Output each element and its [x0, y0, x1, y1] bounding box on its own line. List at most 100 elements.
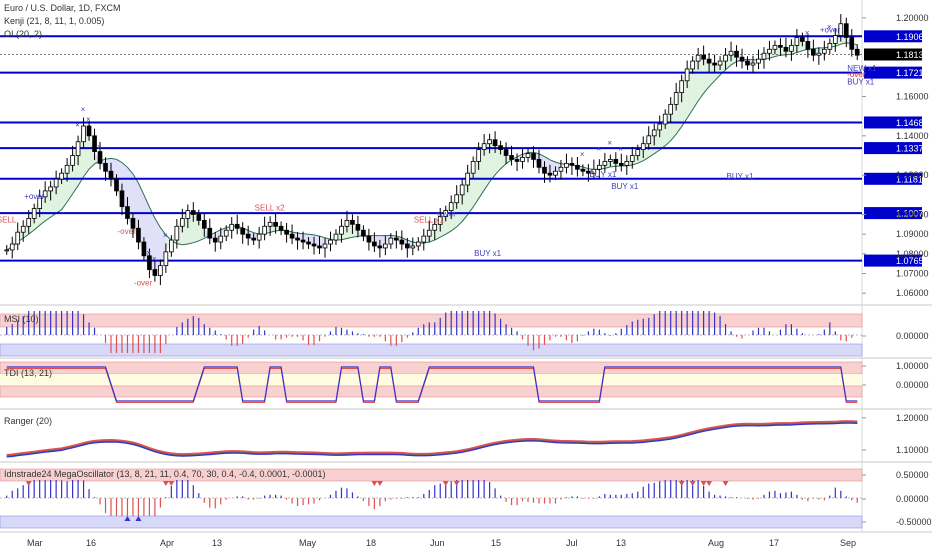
time-tick-label: Apr	[160, 538, 174, 548]
candle-body	[421, 235, 427, 243]
candle-body	[531, 153, 536, 160]
candle-body	[668, 103, 674, 115]
candle-body	[240, 227, 246, 235]
price-panel[interactable]: 1.19061 1.17214 1.14680 1.13376 1.11815 1.100…	[0, 13, 929, 298]
candle-body	[372, 241, 377, 247]
sub-tick-label: -0.50000	[896, 517, 932, 527]
candle-body	[657, 123, 663, 131]
signal-label: -over	[134, 278, 153, 287]
kenji-band-segment	[385, 235, 391, 244]
ranger-band-line	[6, 420, 858, 456]
signal-label: BUY x1	[474, 249, 502, 258]
candle-body	[20, 225, 26, 233]
candle-body	[328, 239, 333, 245]
kenji-band-segment	[484, 139, 490, 191]
candle-body	[465, 172, 470, 186]
candle-body	[201, 219, 207, 229]
candle-body	[459, 184, 465, 196]
overbought-marker	[162, 481, 169, 486]
kenji-band-segment	[319, 236, 325, 248]
candle-body	[640, 143, 646, 150]
current-price-label: 1.18136	[896, 50, 929, 60]
candle-body	[849, 37, 855, 50]
sub-tick-label: 1.10000	[896, 445, 929, 455]
candle-body	[569, 162, 575, 166]
level-label-bg	[864, 172, 922, 185]
tdi-signal-line	[6, 368, 858, 403]
overbought-cross: ×	[618, 144, 623, 153]
candle-body	[130, 218, 136, 229]
candle-body	[42, 190, 48, 198]
candle-body	[520, 157, 525, 162]
price-tick-label: 1.07000	[896, 269, 929, 279]
candle-body	[163, 251, 169, 267]
time-tick-label: 18	[366, 538, 376, 548]
candle-body	[37, 196, 42, 210]
candle-body	[180, 218, 185, 227]
tdi-panel[interactable]: 1.00000 0.00000	[0, 361, 929, 403]
candle-body	[854, 48, 860, 56]
overbought-marker	[371, 481, 378, 486]
candle-body	[783, 46, 789, 52]
candle-body	[185, 210, 191, 219]
kenji-band-segment	[89, 135, 95, 170]
candle-body	[311, 243, 317, 247]
candle-body	[437, 216, 443, 225]
overbought-cross: ×	[75, 121, 80, 130]
candle-body	[273, 221, 278, 227]
ranger-panel[interactable]: 1.20000 1.10000	[6, 413, 929, 458]
price-tick-label: 1.10000	[896, 210, 929, 220]
overbought-cross: ×	[580, 150, 585, 159]
candle-body	[514, 159, 520, 162]
candle-body	[695, 54, 701, 62]
candle-body	[750, 62, 756, 66]
time-axis: Mar 16 Apr 13 May 18 Jun 15 Jul 13 Aug 17 Sep	[27, 538, 856, 548]
signal-label: BUY x1	[611, 182, 639, 191]
candle-body	[234, 223, 240, 229]
candle-body	[739, 56, 745, 62]
panel-separators	[0, 0, 932, 533]
candle-body	[256, 233, 262, 241]
candle-body	[712, 62, 717, 66]
level-label: 1.14680	[896, 118, 929, 128]
sub-tick-label: 1.20000	[896, 413, 929, 423]
candle-body	[789, 44, 794, 52]
candle-body	[690, 60, 695, 70]
candle-body	[635, 149, 641, 156]
candle-body	[509, 155, 514, 160]
kenji-band-segment	[506, 155, 512, 164]
level-label-bg	[864, 66, 922, 79]
candle-body	[717, 60, 723, 66]
signal-label: NEW x1	[847, 64, 877, 73]
oi-legend: OI (20, 2)	[4, 29, 42, 39]
ranger-band-line	[6, 420, 858, 455]
candle-body	[31, 208, 37, 219]
candle-body	[251, 237, 256, 241]
tdi-legend: TDI (13, 21)	[4, 368, 52, 378]
level-label: 1.11815	[896, 174, 928, 184]
time-tick-label: 13	[616, 538, 626, 548]
mega-oscillator-panel[interactable]: 0.50000 0.00000 -0.50000	[0, 468, 932, 529]
candle-body	[679, 80, 684, 93]
candle-body	[580, 168, 586, 172]
time-tick-label: May	[299, 538, 317, 548]
signal-label: BUY x1	[847, 78, 875, 87]
candle-body	[553, 170, 558, 176]
msi-panel[interactable]: 0.00000	[0, 311, 929, 357]
candle-body	[608, 159, 613, 162]
candle-body	[141, 241, 147, 257]
level-label: 1.17214	[896, 68, 929, 78]
oversold-marker	[124, 516, 131, 521]
ranger-band-line	[6, 422, 858, 458]
candle-body	[53, 178, 59, 188]
candle-body	[487, 139, 492, 145]
candle-body	[75, 141, 81, 156]
overbought-cross: ×	[607, 138, 612, 147]
kenji-band-segment	[220, 227, 227, 237]
candle-body	[114, 178, 119, 192]
candle-body	[525, 153, 531, 158]
overbought-cross: ×	[596, 144, 601, 153]
candle-body	[761, 52, 767, 60]
candle-body	[317, 245, 322, 249]
